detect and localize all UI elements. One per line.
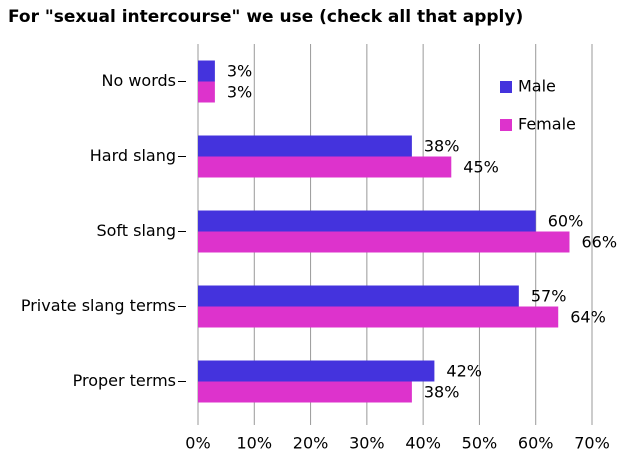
value-label: 42% xyxy=(446,362,482,381)
value-label: 64% xyxy=(570,308,606,327)
x-tick-label: 50% xyxy=(462,434,498,453)
value-label: 66% xyxy=(581,233,617,252)
bar xyxy=(198,306,559,328)
legend-swatch xyxy=(500,81,512,93)
value-label: 3% xyxy=(227,62,252,81)
legend-label: Female xyxy=(518,115,576,134)
x-tick-label: 10% xyxy=(237,434,273,453)
value-label: 38% xyxy=(424,383,460,402)
bar xyxy=(198,210,536,232)
bar xyxy=(198,360,435,382)
bar xyxy=(198,285,519,307)
value-label: 60% xyxy=(548,212,584,231)
x-tick-label: 0% xyxy=(185,434,210,453)
bar xyxy=(198,231,570,253)
value-label: 3% xyxy=(227,83,252,102)
value-label: 45% xyxy=(463,158,499,177)
x-tick-label: 70% xyxy=(574,434,610,453)
y-tick-label: Proper terms xyxy=(73,371,176,390)
x-tick-label: 40% xyxy=(405,434,441,453)
y-tick-label: Hard slang xyxy=(90,146,176,165)
chart-title: For "sexual intercourse" we use (check a… xyxy=(8,7,523,27)
x-tick-label: 20% xyxy=(293,434,329,453)
bar xyxy=(198,81,215,103)
bar xyxy=(198,60,215,82)
bar xyxy=(198,156,452,178)
legend-swatch xyxy=(500,119,512,131)
x-tick-label: 30% xyxy=(349,434,385,453)
x-tick-label: 60% xyxy=(518,434,554,453)
bar xyxy=(198,381,412,403)
value-label: 38% xyxy=(424,137,460,156)
y-tick-label: No words xyxy=(101,71,176,90)
y-tick-label: Private slang terms xyxy=(21,296,176,315)
value-label: 57% xyxy=(531,287,567,306)
bar xyxy=(198,135,412,157)
y-tick-label: Soft slang xyxy=(96,221,176,240)
legend-label: Male xyxy=(518,77,556,96)
